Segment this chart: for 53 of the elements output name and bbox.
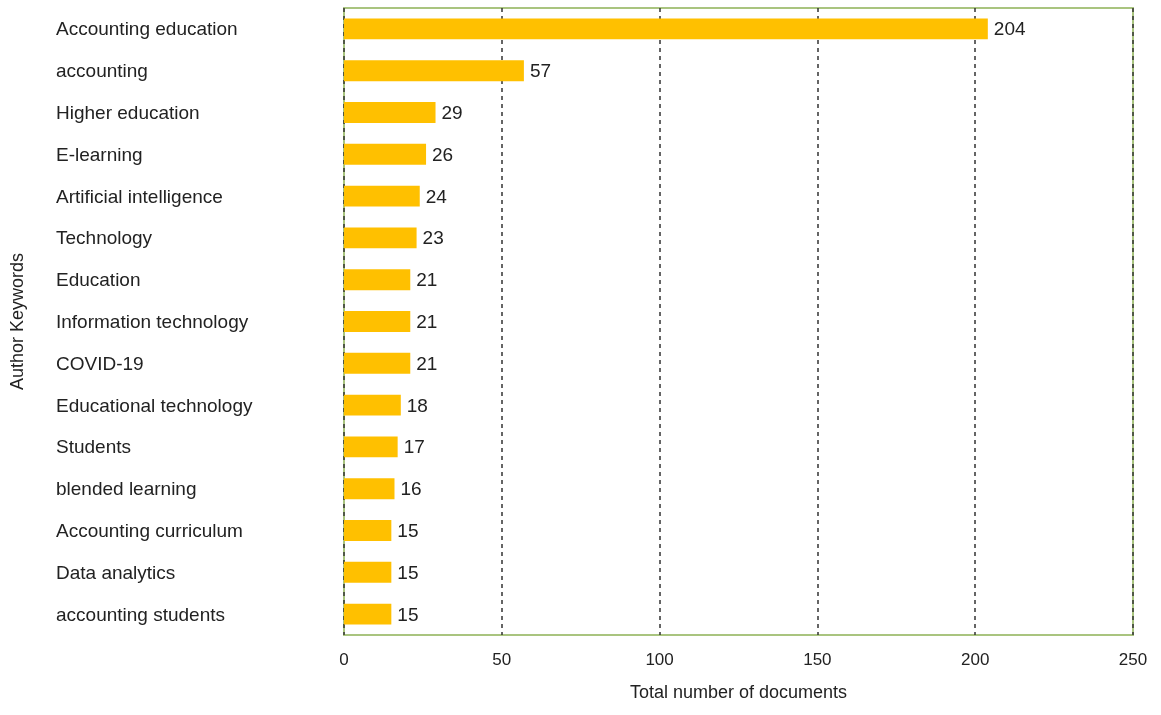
data-label: 29 <box>441 102 463 123</box>
x-tick-label: 50 <box>492 650 512 669</box>
y-tick-label: accounting students <box>56 603 226 625</box>
y-tick-label: Artificial intelligence <box>56 185 223 207</box>
x-tick-label: 200 <box>961 650 990 669</box>
bar <box>344 352 411 374</box>
y-tick-label: Education <box>56 269 141 291</box>
data-label: 16 <box>400 478 422 500</box>
x-axis-title: Total number of documents <box>629 682 848 702</box>
data-label: 15 <box>397 561 419 583</box>
y-tick-label: Higher education <box>56 102 200 123</box>
data-label: 21 <box>416 311 438 332</box>
bar <box>344 60 524 82</box>
y-tick-label: blended learning <box>56 478 197 500</box>
data-label: 15 <box>397 520 419 541</box>
y-tick-label: Data analytics <box>56 561 176 583</box>
data-label: 17 <box>403 436 425 458</box>
y-tick-label: Accounting education <box>56 18 238 40</box>
y-tick-label: E-learning <box>56 143 143 165</box>
bar <box>344 478 395 500</box>
data-label: 23 <box>422 227 444 249</box>
bar <box>344 311 411 332</box>
y-tick-label: Information technology <box>56 311 249 332</box>
data-label: 21 <box>416 352 438 374</box>
x-tick-label: 150 <box>803 650 832 669</box>
y-tick-label: Technology <box>56 227 153 249</box>
data-label: 15 <box>397 603 419 625</box>
y-tick-label: COVID-19 <box>56 352 144 374</box>
data-label: 18 <box>406 394 428 416</box>
data-label: 21 <box>416 269 438 291</box>
bar <box>344 520 392 541</box>
x-tick-label: 0 <box>339 650 349 669</box>
bar <box>344 143 427 165</box>
y-tick-label: accounting <box>56 60 148 82</box>
bar <box>344 561 392 583</box>
bar <box>344 102 436 123</box>
y-tick-label: Educational technology <box>56 394 253 416</box>
bar <box>344 603 392 625</box>
bar <box>344 436 398 458</box>
y-tick-label: Students <box>56 436 131 458</box>
bar <box>344 269 411 291</box>
data-label: 24 <box>425 185 448 207</box>
data-label: 204 <box>993 18 1026 40</box>
bar <box>344 185 420 207</box>
x-tick-label: 100 <box>645 650 674 669</box>
data-label: 57 <box>529 60 552 82</box>
y-axis-title: Author Keywords <box>7 252 27 391</box>
bar <box>344 227 417 249</box>
data-label: 26 <box>432 143 454 165</box>
y-tick-label: Accounting curriculum <box>56 520 243 541</box>
x-tick-label: 250 <box>1118 650 1148 669</box>
bar <box>344 394 401 416</box>
bar <box>344 18 988 40</box>
